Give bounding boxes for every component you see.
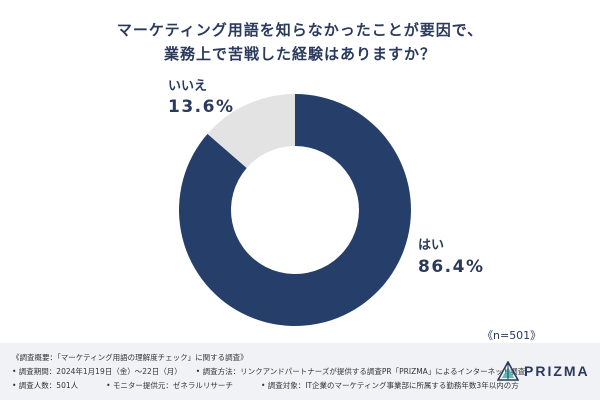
prizma-logo-icon	[497, 361, 519, 381]
title-line-2: 業務上で苦戦した経験はありますか？	[163, 45, 436, 63]
sample-size-note: 《n=501》	[482, 329, 542, 342]
chart-title: マーケティング用語を知らなかったことが要因で、 業務上で苦戦した経験はありますか…	[0, 18, 600, 66]
footer-line-2: • 調査期間：2024年1月19日（金）〜22日（月） • 調査方法：リンクアンド…	[12, 366, 525, 377]
title-line-1: マーケティング用語を知らなかったことが要因で、	[116, 21, 484, 39]
survey-period: • 調査期間：2024年1月19日（金）〜22日（月）	[12, 367, 182, 376]
slice-value-no: 13.6%	[168, 97, 234, 117]
survey-footer: 《調査概要：「マーケティング用語の理解度チェック」に関する調査》 • 調査期間：…	[0, 343, 600, 400]
donut-slice-yes	[179, 94, 411, 326]
footer-line-3: • 調査人数：501人 • モニター提供元：ゼネラルリサーチ • 調査対象：IT企業…	[12, 380, 519, 391]
prizma-logo: PRIZMA	[497, 361, 590, 381]
survey-count: • 調査人数：501人	[12, 381, 79, 390]
footer-line-1: 《調査概要：「マーケティング用語の理解度チェック」に関する調査》	[12, 352, 248, 363]
survey-method: • 調査方法：リンクアンドパートナーズが提供する調査PR「PRIZMA」によるイ…	[195, 367, 526, 376]
slice-label-yes: はい	[418, 238, 444, 253]
logo-text: PRIZMA	[524, 363, 590, 379]
survey-provider: • モニター提供元：ゼネラルリサーチ	[106, 381, 233, 390]
slice-value-yes: 86.4%	[418, 257, 484, 277]
donut-slice-no	[207, 94, 295, 168]
slice-label-no: いいえ	[168, 79, 207, 94]
survey-target: • 調査対象：IT企業のマーケティング事業部に所属する勤務年数3年以内の方	[260, 381, 519, 390]
survey-overview: 《調査概要：「マーケティング用語の理解度チェック」に関する調査》	[12, 353, 248, 362]
